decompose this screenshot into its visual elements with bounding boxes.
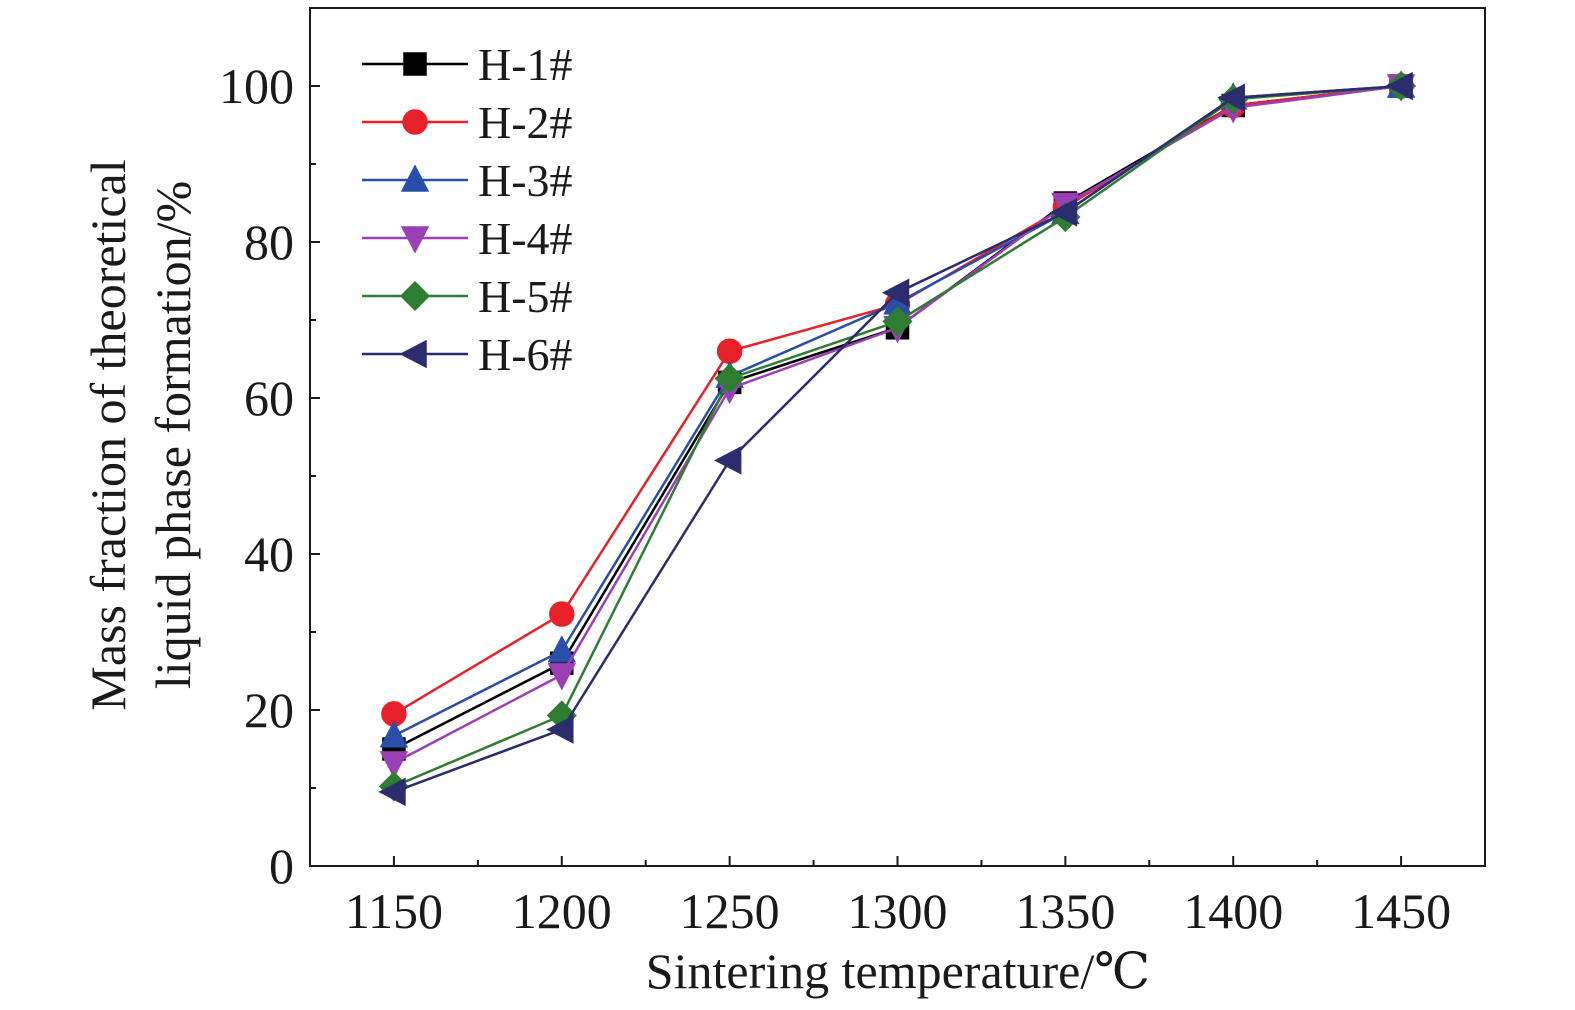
data-point	[1385, 71, 1413, 101]
x-tick-label: 1350	[1015, 883, 1115, 939]
x-tick-label: 1400	[1183, 883, 1283, 939]
legend-marker	[399, 280, 431, 312]
x-axis-title: Sintering temperature/℃	[646, 943, 1150, 999]
y-tick-label: 100	[219, 58, 294, 114]
legend-label: H-3#	[478, 155, 573, 206]
legend-label: H-1#	[478, 39, 573, 90]
data-point	[549, 601, 575, 627]
legend-item: H-6#	[362, 329, 573, 380]
data-point	[547, 663, 577, 691]
legend-label: H-6#	[478, 329, 573, 380]
chart-legend: H-1# H-2# H-3# H-4# H-5# H-6#	[362, 39, 573, 380]
data-point	[379, 720, 409, 748]
legend-label: H-5#	[478, 271, 573, 322]
data-point	[546, 715, 574, 744]
x-tick-label: 1200	[512, 883, 612, 939]
chart-series	[378, 70, 1417, 807]
legend-label: H-2#	[478, 97, 573, 148]
legend-label: H-4#	[478, 213, 573, 264]
y-axis-title-line-1: Mass fraction of theoretical	[80, 159, 136, 710]
data-point	[716, 338, 743, 364]
data-point	[882, 306, 913, 337]
legend-marker	[399, 339, 427, 369]
y-tick-label: 20	[244, 682, 294, 738]
legend-marker	[400, 226, 430, 254]
chart-axes: 1150 1200 1250 1300 1350 1400 1450 0 20 40 60 80 100	[219, 7, 1486, 939]
series-H-6#	[378, 71, 1413, 807]
data-point	[1049, 198, 1078, 227]
legend-item: H-1#	[362, 39, 573, 90]
y-axis-title-line-2: liquid phase formation/%	[145, 181, 201, 689]
data-point	[714, 446, 742, 475]
y-tick-label: 40	[244, 526, 294, 582]
x-tick-label: 1150	[345, 883, 443, 939]
x-tick-label: 1300	[848, 883, 948, 939]
legend-marker	[403, 52, 427, 76]
y-tick-label: 0	[269, 838, 294, 894]
x-tick-label: 1250	[680, 883, 780, 939]
legend-marker	[402, 109, 428, 135]
data-point	[714, 363, 745, 394]
data-point	[1217, 83, 1245, 112]
data-point	[547, 635, 577, 663]
legend-item: H-5#	[362, 271, 573, 322]
data-point	[881, 278, 910, 307]
legend-item: H-2#	[362, 97, 573, 148]
y-tick-label: 80	[244, 214, 294, 270]
x-tick-label: 1450	[1351, 883, 1451, 939]
legend-item: H-3#	[362, 155, 573, 206]
legend-marker	[400, 164, 430, 192]
data-point	[378, 777, 406, 807]
legend-item: H-4#	[362, 213, 573, 264]
data-point	[379, 751, 409, 779]
y-tick-label: 60	[244, 370, 294, 426]
